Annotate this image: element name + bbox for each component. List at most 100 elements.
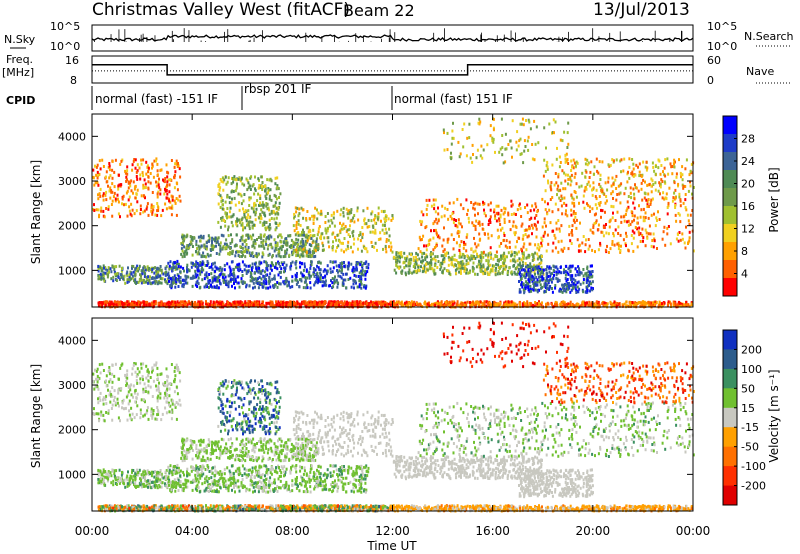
power-echo (336, 233, 339, 237)
power-echo (604, 210, 606, 214)
power-echo (534, 243, 537, 247)
power-echo (453, 218, 456, 221)
power-echo (572, 166, 575, 170)
power-echo (304, 280, 307, 284)
power-echo (408, 258, 411, 262)
power-echo (416, 258, 419, 262)
power-echo (256, 199, 259, 203)
power-echo (385, 238, 388, 241)
power-echo (128, 302, 131, 306)
power-echo (455, 271, 458, 275)
power-echo (644, 165, 647, 169)
power-echo (503, 217, 506, 221)
power-echo (205, 271, 208, 275)
power-echo (249, 188, 252, 191)
power-echo (326, 264, 329, 268)
power-echo (186, 263, 189, 267)
power-echo (584, 162, 587, 166)
power-echo (262, 222, 265, 226)
power-echo (230, 251, 233, 255)
power-echo (127, 181, 130, 185)
power-echo (171, 269, 174, 272)
power-echo (688, 236, 691, 240)
power-echo (188, 269, 191, 273)
noise-sky-trace (91, 34, 694, 42)
power-echo (293, 229, 296, 233)
power-echo (219, 225, 222, 229)
power-echo (342, 206, 345, 210)
power-echo (332, 266, 335, 270)
power-echo (284, 280, 287, 284)
power-echo (343, 300, 346, 304)
power-echo (514, 231, 517, 235)
power-echo (451, 212, 454, 216)
power-echo (371, 210, 374, 214)
power-echo (127, 278, 129, 282)
power-echo (520, 281, 523, 285)
power-echo (394, 256, 397, 260)
power-echo (673, 181, 676, 185)
power-echo (222, 281, 225, 284)
power-echo (533, 277, 536, 281)
power-echo (567, 173, 569, 177)
power-echo (543, 221, 546, 225)
power-echo (556, 187, 559, 191)
power-echo (356, 285, 359, 289)
power-echo (145, 207, 148, 211)
power-echo (128, 273, 131, 277)
power-echo (194, 283, 197, 287)
power-echo (250, 237, 253, 241)
power-echo (259, 194, 262, 198)
power-echo (199, 270, 202, 274)
power-echo (326, 212, 329, 215)
power-echo (186, 244, 189, 248)
power-echo (563, 246, 566, 250)
power-echo (193, 301, 196, 305)
power-echo (360, 272, 363, 276)
power-echo (446, 208, 449, 211)
power-echo (574, 212, 577, 215)
power-echo (93, 203, 95, 207)
power-echo (126, 169, 129, 173)
power-echo (242, 199, 245, 203)
power-echo (496, 272, 499, 276)
power-echo (427, 243, 429, 247)
power-echo (291, 275, 294, 279)
power-echo (133, 187, 136, 191)
power-echo (291, 285, 294, 289)
power-echo (105, 170, 108, 174)
power-echo (266, 236, 269, 240)
power-echo (577, 280, 580, 284)
power-echo (417, 265, 420, 269)
power-echo (113, 270, 116, 274)
power-echo (413, 263, 416, 267)
power-echo (329, 267, 332, 271)
power-echo (230, 272, 233, 276)
power-echo (287, 234, 290, 238)
power-echo (275, 222, 278, 225)
power-echo (94, 164, 96, 168)
power-echo (272, 204, 275, 208)
power-echo (173, 165, 176, 169)
power-echo (157, 190, 160, 194)
beam-label: Beam 22 (343, 1, 415, 20)
power-echo (227, 176, 230, 180)
power-echo (464, 242, 467, 246)
power-echo (597, 171, 600, 175)
power-echo (517, 267, 520, 271)
power-echo (666, 232, 669, 236)
power-echo (277, 249, 280, 253)
power-echo (317, 266, 320, 270)
power-echo (312, 218, 315, 222)
power-echo (145, 275, 148, 279)
power-echo (254, 285, 256, 289)
noise-right-tick-bottom: 10^0 (707, 40, 737, 53)
power-echo (197, 266, 200, 270)
power-echo (570, 242, 573, 245)
power-echo (198, 286, 201, 290)
power-echo (132, 301, 135, 305)
power-echo (510, 199, 513, 203)
power-echo (254, 262, 256, 266)
power-echo (174, 170, 177, 174)
power-echo (663, 180, 666, 184)
